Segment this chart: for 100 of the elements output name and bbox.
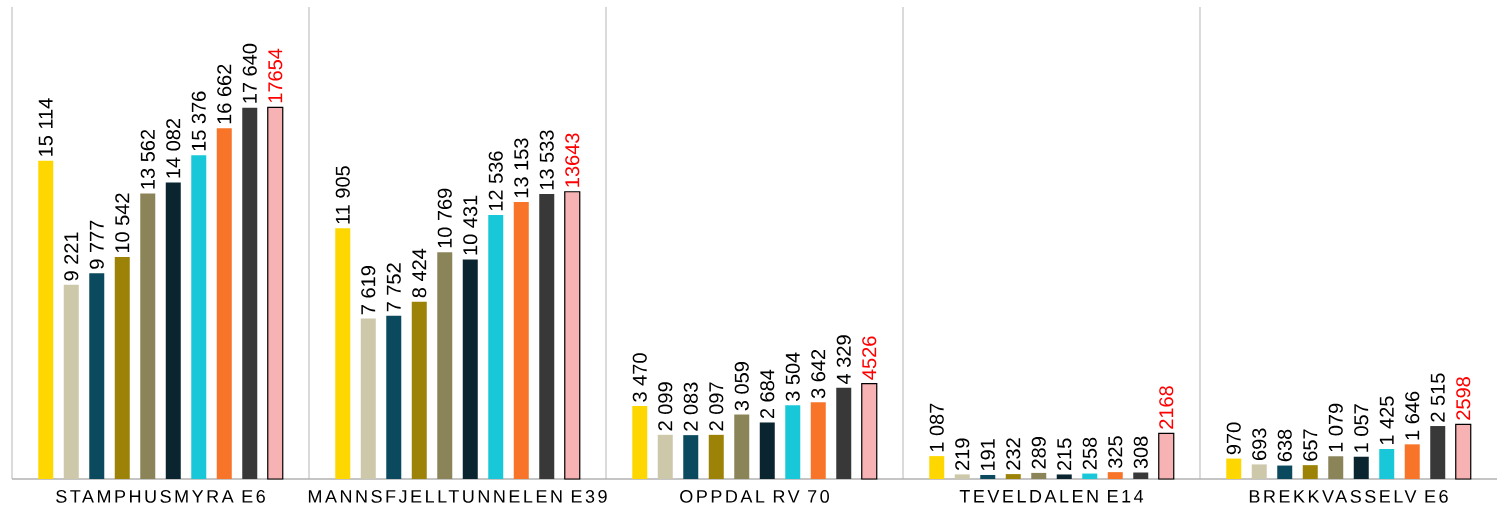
bar xyxy=(242,107,258,479)
data-label: 693 xyxy=(1252,428,1267,460)
data-label: 1 057 xyxy=(1354,404,1369,452)
data-label: 4526 xyxy=(862,336,877,380)
bar xyxy=(267,106,284,480)
data-label: 1 646 xyxy=(1405,391,1420,440)
data-label: 9 777 xyxy=(89,220,104,269)
data-label: 13643 xyxy=(565,133,580,187)
bar xyxy=(1404,444,1420,479)
data-label: 2 515 xyxy=(1430,373,1445,422)
data-label: 17 640 xyxy=(242,43,257,103)
data-label: 7 752 xyxy=(386,263,401,312)
data-label: 2 099 xyxy=(658,382,673,431)
data-label: 3 059 xyxy=(734,362,749,411)
data-label: 3 642 xyxy=(811,349,826,399)
data-label: 15 114 xyxy=(38,98,53,156)
bar xyxy=(1056,474,1072,479)
data-label: 3 470 xyxy=(632,353,647,402)
data-label: 9 221 xyxy=(64,232,79,281)
data-label: 289 xyxy=(1031,437,1046,469)
x-tick-label: TEVELDALEN E14 xyxy=(959,490,1144,503)
bar xyxy=(954,474,970,479)
data-label: 2 083 xyxy=(683,382,698,431)
bar xyxy=(411,301,427,479)
bar xyxy=(140,193,156,479)
x-tick-label: OPPDAL RV 70 xyxy=(680,490,829,503)
data-label: 10 769 xyxy=(437,188,452,248)
bar xyxy=(1226,458,1242,479)
data-label: 13 153 xyxy=(514,138,529,198)
data-label: 1 079 xyxy=(1328,403,1343,452)
bar xyxy=(191,155,207,479)
x-tick-label: STAMPHUSMYRA E6 xyxy=(56,490,265,503)
data-label: 258 xyxy=(1082,437,1097,470)
bar xyxy=(63,284,79,479)
bar xyxy=(657,434,673,479)
data-label: 2168 xyxy=(1159,386,1174,429)
data-label: 7 619 xyxy=(361,266,376,315)
data-label: 13 562 xyxy=(140,129,155,189)
bar xyxy=(810,402,826,479)
data-label: 8 424 xyxy=(412,248,427,298)
bar xyxy=(785,405,801,479)
bar xyxy=(488,215,504,479)
bar xyxy=(929,456,945,479)
bar xyxy=(1302,465,1318,479)
data-label: 12 536 xyxy=(488,151,503,211)
bar xyxy=(564,191,581,480)
data-label: 970 xyxy=(1226,422,1241,455)
bar xyxy=(861,383,878,480)
data-label: 10 542 xyxy=(115,193,130,253)
bar xyxy=(513,202,529,479)
bar xyxy=(335,228,351,479)
bar xyxy=(980,474,996,479)
bar xyxy=(437,252,453,479)
bar xyxy=(734,414,750,479)
bar xyxy=(1353,456,1369,479)
bar xyxy=(632,405,648,479)
bar xyxy=(1277,465,1293,479)
data-label: 308 xyxy=(1133,436,1148,469)
data-label: 191 xyxy=(980,439,995,471)
bar xyxy=(1133,472,1149,479)
data-label: 16 662 xyxy=(217,64,232,124)
x-tick-label: BREKKVASSELV E6 xyxy=(1249,490,1448,503)
data-label: 14 082 xyxy=(166,118,181,178)
bar xyxy=(1455,423,1472,480)
bar xyxy=(759,422,775,479)
bar xyxy=(708,434,724,479)
data-label: 325 xyxy=(1108,436,1123,468)
bar xyxy=(114,257,130,479)
data-label: 1 087 xyxy=(929,403,944,452)
data-label: 10 431 xyxy=(463,195,478,255)
bar xyxy=(1379,448,1395,479)
data-label: 2 684 xyxy=(760,369,775,419)
bar xyxy=(1251,464,1267,479)
data-label: 638 xyxy=(1277,429,1292,462)
bar xyxy=(539,194,555,479)
bar xyxy=(1430,426,1446,479)
bar xyxy=(386,315,402,479)
x-tick-label: MANNSFJELLTUNNELEN E39 xyxy=(308,490,607,503)
data-label: 232 xyxy=(1006,438,1021,470)
data-label: 13 533 xyxy=(539,130,554,190)
data-label: 215 xyxy=(1057,438,1072,471)
data-label: 657 xyxy=(1303,429,1318,461)
bar xyxy=(165,182,181,479)
data-label: 219 xyxy=(955,438,970,470)
data-label: 17654 xyxy=(268,48,283,103)
data-label: 2 097 xyxy=(709,382,724,431)
data-label: 4 329 xyxy=(836,335,851,384)
bar xyxy=(1158,432,1175,480)
data-label: 2598 xyxy=(1456,377,1471,420)
bar xyxy=(683,435,699,479)
bar xyxy=(360,318,376,479)
bar xyxy=(216,128,232,479)
data-label: 1 425 xyxy=(1379,396,1394,445)
bar xyxy=(462,259,478,479)
bar xyxy=(1005,474,1021,479)
data-label: 3 504 xyxy=(785,352,800,402)
bar xyxy=(89,273,105,479)
bar xyxy=(1082,473,1098,479)
bar xyxy=(1107,472,1123,479)
data-label: 15 376 xyxy=(191,91,206,151)
